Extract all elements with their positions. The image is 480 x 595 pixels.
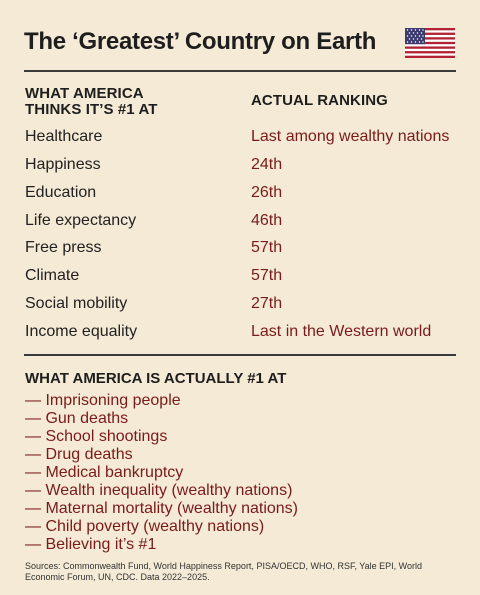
list-item-text: Drug deaths [45,446,133,463]
list-item-text: Believing it’s #1 [45,536,157,553]
dash-bullet: — [25,464,41,481]
title-divider [24,70,456,72]
row-item: Happiness [25,156,101,173]
list-item: — School shootings [25,428,298,446]
list-item-text: Imprisoning people [45,392,181,409]
dash-bullet: — [25,410,41,427]
sources-footnote: Sources: Commonwealth Fund, World Happin… [25,561,422,582]
table-row: Climate 57th [0,264,480,288]
column-header-thinks: WHAT AMERICA THINKS IT’S #1 AT [25,86,158,118]
list-item-text: School shootings [45,428,168,445]
dash-bullet: — [25,446,41,463]
section-heading-actual: WHAT AMERICA IS ACTUALLY #1 AT [25,370,287,387]
list-item: — Medical bankruptcy [25,464,298,482]
row-rank: 46th [251,212,283,229]
list-item: — Gun deaths [25,410,298,428]
section-divider [24,354,456,356]
dash-bullet: — [25,428,41,445]
row-rank: 24th [251,156,283,173]
list-item: — Imprisoning people [25,392,298,410]
row-rank: 26th [251,184,283,201]
row-rank: 57th [251,239,283,256]
row-item: Income equality [25,323,138,340]
list-item: — Believing it’s #1 [25,536,298,554]
dash-bullet: — [25,392,41,409]
list-item-text: Medical bankruptcy [45,464,184,481]
table-row: Free press 57th [0,236,480,260]
list-item: — Drug deaths [25,446,298,464]
row-item: Climate [25,267,80,284]
table-row: Income equality Last in the Western worl… [0,320,480,344]
table-row: Healthcare Last among wealthy nations [0,125,480,149]
actual-list: — Imprisoning people — Gun deaths — Scho… [25,392,298,554]
table-row: Education 26th [0,181,480,205]
us-flag-icon [405,28,455,58]
row-rank: 57th [251,267,283,284]
dash-bullet: — [25,518,41,535]
dash-bullet: — [25,500,41,517]
list-item-text: Maternal mortality (wealthy nations) [45,500,298,517]
row-item: Healthcare [25,128,103,145]
page-title: The ‘Greatest’ Country on Earth [24,28,377,55]
row-item: Social mobility [25,295,128,312]
row-rank: Last among wealthy nations [251,128,450,145]
row-item: Life expectancy [25,212,137,229]
row-rank: 27th [251,295,283,312]
list-item: — Wealth inequality (wealthy nations) [25,482,298,500]
table-row: Social mobility 27th [0,292,480,316]
list-item-text: Gun deaths [45,410,129,427]
table-row: Life expectancy 46th [0,209,480,233]
column-header-thinks-line2: THINKS IT’S #1 AT [25,101,158,118]
column-header-thinks-line1: WHAT AMERICA [25,85,144,102]
list-item: — Child poverty (wealthy nations) [25,518,298,536]
row-rank: Last in the Western world [251,323,432,340]
list-item: — Maternal mortality (wealthy nations) [25,500,298,518]
column-header-actual: ACTUAL RANKING [251,92,388,109]
dash-bullet: — [25,536,41,553]
list-item-text: Child poverty (wealthy nations) [45,518,265,535]
list-item-text: Wealth inequality (wealthy nations) [45,482,293,499]
row-item: Free press [25,239,102,256]
dash-bullet: — [25,482,41,499]
table-row: Happiness 24th [0,153,480,177]
row-item: Education [25,184,97,201]
